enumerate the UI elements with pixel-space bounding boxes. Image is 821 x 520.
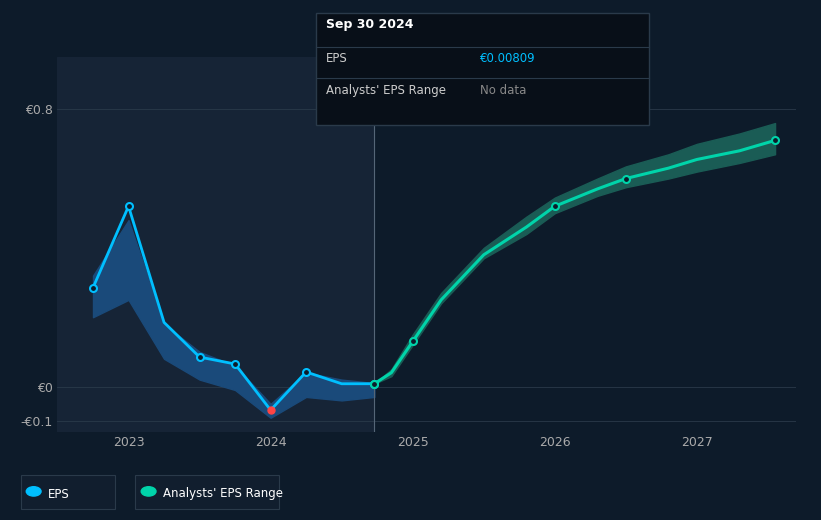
Bar bbox=[57, 57, 374, 432]
Text: Analysts Forecasts: Analysts Forecasts bbox=[380, 88, 490, 101]
Text: EPS: EPS bbox=[326, 53, 347, 66]
Text: Analysts' EPS Range: Analysts' EPS Range bbox=[326, 84, 446, 97]
Text: EPS: EPS bbox=[48, 488, 69, 500]
Text: €0.00809: €0.00809 bbox=[480, 53, 536, 66]
Text: Analysts' EPS Range: Analysts' EPS Range bbox=[163, 488, 282, 500]
Text: Actual: Actual bbox=[332, 88, 369, 101]
Text: No data: No data bbox=[480, 84, 526, 97]
Text: Sep 30 2024: Sep 30 2024 bbox=[326, 18, 414, 31]
